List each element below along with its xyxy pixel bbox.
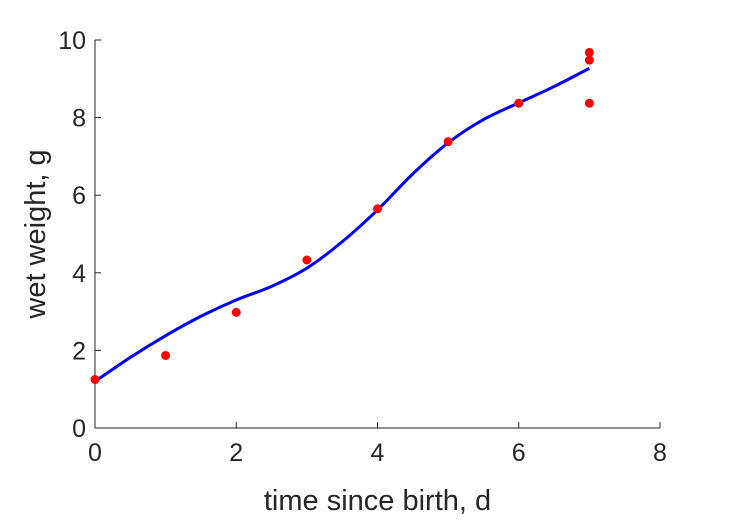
x-axis-label: time since birth, d	[264, 485, 491, 517]
y-tick-label: 10	[58, 27, 86, 55]
axes	[94, 40, 660, 429]
y-axis-label: wet weight, g	[20, 149, 52, 319]
y-tick-label: 0	[72, 415, 86, 443]
y-tick-label: 6	[72, 182, 86, 210]
ticks: 0 2 4 6 8 0 2 4 6 8 10	[58, 27, 667, 467]
x-tick-label: 4	[371, 439, 385, 467]
fit-curve	[94, 66, 591, 383]
y-tick-label: 4	[72, 260, 86, 288]
x-tick-label: 2	[229, 439, 243, 467]
x-tick-label: 0	[88, 439, 102, 467]
data-point	[584, 55, 594, 65]
plot-area	[90, 47, 594, 384]
data-point	[302, 255, 312, 265]
x-tick-label: 8	[653, 439, 667, 467]
data-point	[443, 137, 453, 147]
data-point	[584, 47, 594, 57]
data-point	[373, 204, 382, 214]
y-tick-label: 8	[72, 105, 86, 133]
data-point	[514, 98, 524, 108]
x-tick-label: 6	[512, 439, 526, 467]
data-point	[231, 307, 241, 317]
data-point	[161, 350, 171, 360]
y-tick-label: 2	[72, 337, 86, 365]
data-point	[584, 98, 594, 108]
data-point	[90, 375, 100, 384]
